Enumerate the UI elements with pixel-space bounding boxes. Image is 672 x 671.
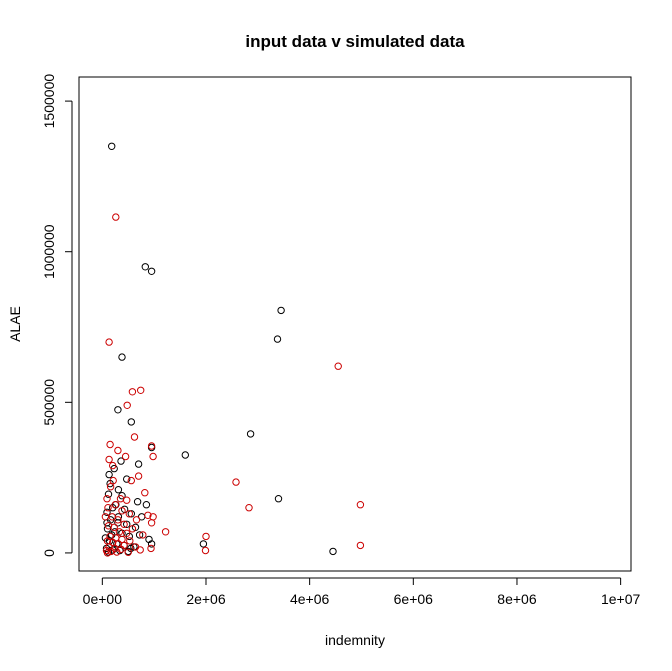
data-point: [134, 460, 143, 468]
data-point: [127, 418, 136, 426]
data-point: [124, 548, 132, 556]
data-point: [181, 451, 190, 459]
data-point: [123, 529, 131, 537]
data-point: [142, 501, 151, 509]
data-point: [109, 461, 117, 470]
data-point: [110, 523, 118, 531]
data-point: [273, 335, 282, 343]
data-point: [133, 498, 142, 506]
y-tick-label: 500000: [41, 379, 57, 426]
data-point: [118, 507, 126, 515]
data-point: [161, 528, 170, 536]
series-1: [101, 142, 337, 556]
data-point: [128, 388, 137, 396]
y-tick-label: 0: [41, 549, 57, 557]
data-point: [106, 440, 114, 449]
data-point: [147, 519, 156, 527]
data-point: [139, 531, 147, 539]
x-axis: 0e+00 2e+06 4e+06 6e+06 8e+06 1e+07: [83, 577, 641, 607]
data-point: [329, 547, 337, 556]
data-point: [356, 501, 365, 509]
data-point: [108, 142, 116, 151]
data-point: [101, 513, 110, 521]
data-point: [334, 362, 342, 370]
data-points: [101, 142, 365, 557]
y-tick-label: 1000000: [41, 224, 57, 279]
data-point: [104, 490, 113, 498]
data-point: [123, 475, 131, 483]
data-point: [118, 535, 126, 544]
data-point: [245, 504, 253, 512]
data-point: [199, 540, 208, 548]
data-point: [149, 452, 157, 461]
data-point: [114, 516, 122, 524]
data-point: [117, 457, 125, 465]
data-point: [356, 541, 365, 550]
data-point: [123, 496, 131, 504]
data-point: [232, 478, 240, 486]
data-point: [123, 401, 131, 409]
y-tick-label: 1500000: [41, 74, 57, 129]
x-tick-label: 8e+06: [497, 591, 537, 607]
data-point: [107, 547, 115, 556]
data-point: [103, 549, 112, 557]
data-point: [147, 544, 155, 553]
x-tick-label: 2e+06: [186, 591, 226, 607]
data-point: [115, 528, 124, 536]
data-point: [126, 537, 134, 545]
x-tick-label: 0e+00: [83, 591, 123, 607]
data-point: [128, 525, 137, 533]
data-point: [114, 486, 123, 494]
x-tick-label: 1e+07: [601, 591, 641, 607]
data-point: [130, 433, 139, 441]
data-point: [113, 548, 121, 556]
data-point: [127, 510, 136, 518]
data-point: [104, 504, 112, 512]
data-point: [277, 306, 285, 315]
data-point: [141, 489, 149, 497]
data-point: [109, 476, 117, 485]
data-point: [134, 472, 143, 480]
data-point: [135, 531, 144, 539]
chart-title: input data v simulated data: [245, 32, 465, 51]
x-axis-label: indemnity: [325, 632, 385, 648]
data-point: [147, 540, 156, 548]
data-point: [123, 520, 131, 528]
data-point: [105, 338, 113, 346]
data-point: [105, 470, 113, 479]
data-point: [147, 443, 156, 452]
x-tick-label: 4e+06: [290, 591, 330, 607]
data-point: [114, 406, 122, 414]
data-point: [105, 455, 113, 464]
data-point: [125, 510, 134, 518]
data-point: [112, 213, 120, 221]
data-point: [274, 495, 283, 503]
series-2: [101, 213, 365, 557]
x-tick-label: 6e+06: [394, 591, 434, 607]
data-point: [120, 520, 128, 528]
data-point: [141, 263, 150, 271]
data-point: [103, 508, 111, 516]
data-point: [127, 476, 136, 485]
y-axis-label: ALAE: [7, 306, 23, 342]
y-axis: 0 500000 1000000 1500000: [41, 74, 73, 557]
data-point: [201, 546, 210, 555]
plot-frame: [78, 76, 632, 572]
data-point: [114, 446, 122, 455]
data-point: [132, 516, 141, 524]
data-point: [118, 353, 126, 361]
data-point: [106, 483, 115, 491]
data-point: [202, 532, 210, 541]
data-point: [111, 501, 120, 509]
data-point: [147, 267, 156, 275]
data-point: [246, 430, 255, 438]
data-point: [147, 442, 156, 450]
data-point: [144, 511, 152, 519]
data-point: [127, 544, 135, 553]
data-point: [121, 452, 130, 461]
data-point: [137, 386, 145, 394]
data-point: [103, 495, 111, 503]
data-point: [136, 546, 144, 554]
